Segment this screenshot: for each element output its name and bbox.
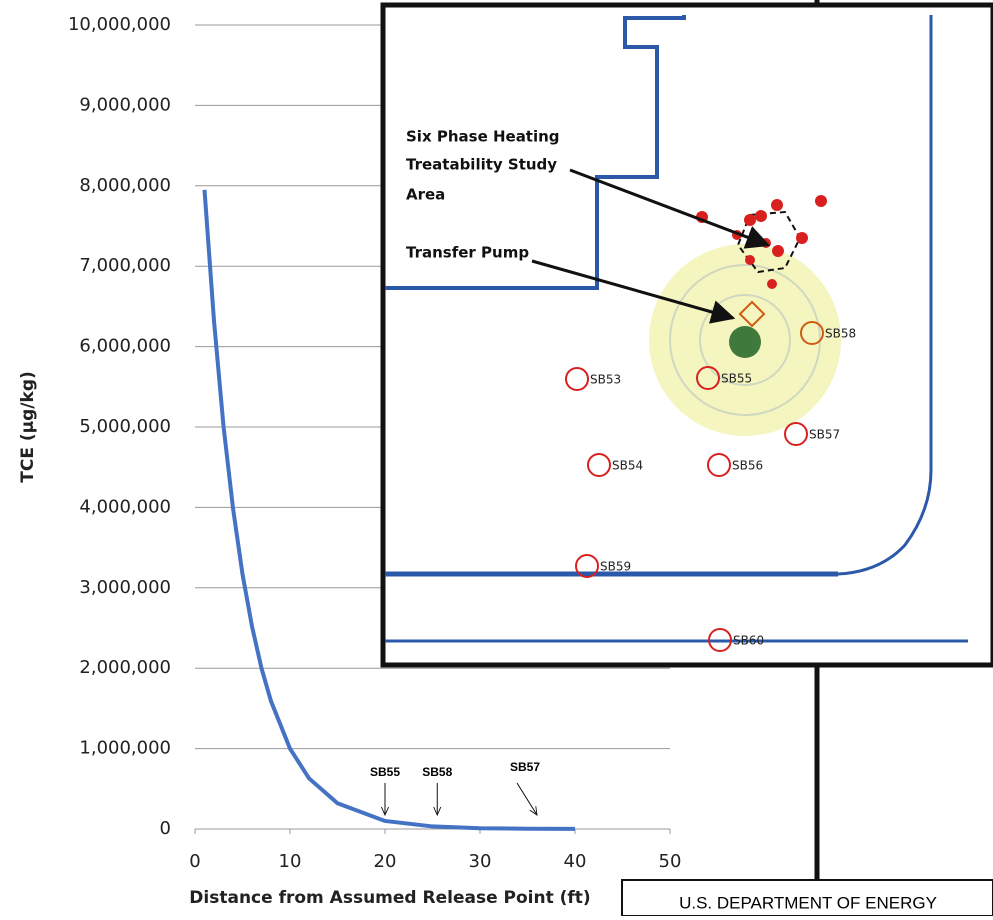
- x-tick-label: 40: [564, 851, 587, 872]
- callout: Transfer Pump: [406, 244, 529, 262]
- boring: [575, 554, 599, 578]
- boring: [708, 628, 732, 652]
- y-tick-label: 9,000,000: [79, 94, 171, 115]
- y-tick-label: 10,000,000: [68, 14, 171, 35]
- callout: Treatability Study: [406, 156, 557, 174]
- x-tick-label: 50: [659, 851, 682, 872]
- y-tick-label: 3,000,000: [79, 577, 171, 598]
- callout: Six Phase Heating: [406, 128, 560, 146]
- boring-label: SB58: [825, 327, 856, 341]
- study-area: [736, 210, 802, 274]
- y-tick-label: 5,000,000: [79, 416, 171, 437]
- boring-label: SB55: [721, 372, 752, 386]
- boring-label: SB53: [590, 373, 621, 387]
- treatment-zone: [699, 294, 791, 386]
- transfer-pump: [738, 300, 766, 328]
- boring-label: SB54: [612, 459, 643, 473]
- x-tick-label: 30: [469, 851, 492, 872]
- line-series: [202, 189, 576, 831]
- annotation-arrow: [516, 782, 537, 815]
- building-outline: [385, 15, 933, 576]
- y-axis-title: TCE (µg/kg): [18, 371, 38, 483]
- boring: [587, 453, 611, 477]
- arrow: [531, 259, 736, 324]
- map-inset: Six Phase Heating Treatability Study Area T…: [380, 2, 993, 668]
- boring: [707, 453, 731, 477]
- annotation: SB55: [370, 765, 400, 779]
- y-tick-label: 4,000,000: [79, 496, 171, 517]
- building-outline: [385, 15, 686, 290]
- y-tick-label: 2,000,000: [79, 657, 171, 678]
- boring-label: SB60: [733, 634, 764, 648]
- x-tick-label: 10: [279, 851, 302, 872]
- y-tick-label: 0: [160, 818, 171, 839]
- y-tick-label: 6,000,000: [79, 336, 171, 357]
- boring-label: SB59: [600, 560, 631, 574]
- y-tick-label: 7,000,000: [79, 255, 171, 276]
- annotation: SB57: [510, 760, 540, 774]
- x-axis-title: Distance from Assumed Release Point (ft): [189, 888, 590, 908]
- x-tick-label: 20: [374, 851, 397, 872]
- callout: Area: [406, 186, 445, 204]
- boring-label: SB56: [732, 459, 763, 473]
- footer: U.S. DEPARTMENT OF ENERGY: [679, 893, 937, 912]
- x-tick-label: 0: [189, 851, 200, 872]
- annotation: SB58: [422, 765, 452, 779]
- boring: [800, 321, 824, 345]
- boring-label: SB57: [809, 428, 840, 442]
- transfer-pump-zone: [729, 326, 761, 358]
- y-tick-label: 8,000,000: [79, 175, 171, 196]
- arrow: [569, 168, 771, 249]
- boring: [565, 367, 589, 391]
- boring: [784, 422, 808, 446]
- y-tick-label: 1,000,000: [79, 738, 171, 759]
- boring: [696, 366, 720, 390]
